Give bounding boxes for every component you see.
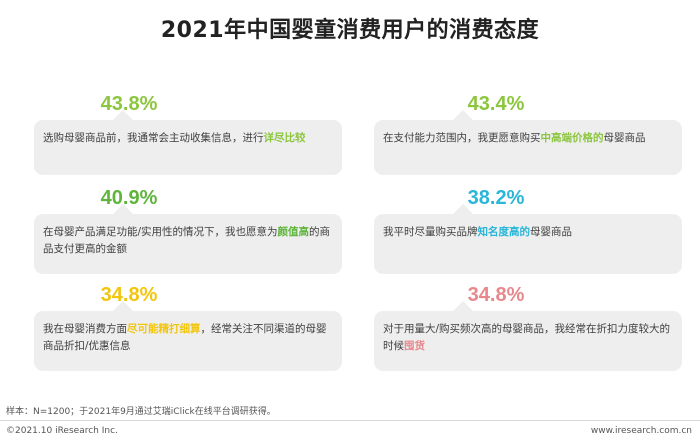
statement-highlight: 中高端价格的	[540, 132, 604, 144]
attitude-card-1: 43.8% 选购母婴商品前，我通常会主动收集信息，进行详尽比较	[34, 93, 342, 175]
statement-highlight: 囤货	[404, 340, 425, 352]
percent-value: 43.8%	[100, 93, 158, 115]
page-title: 2021年中国婴童消费用户的消费态度	[160, 18, 540, 43]
statement-highlight: 详尽比较	[263, 132, 306, 144]
statement-text: 选购母婴商品前，我通常会主动收集信息，进行详尽比较	[43, 130, 334, 147]
percent-value: 43.4%	[467, 93, 525, 115]
website-url: www.iresearch.com.cn	[590, 426, 692, 436]
speech-bubble	[374, 301, 682, 371]
footer-divider	[0, 420, 700, 421]
statement-text-before: 在支付能力范围内，我更愿意购买	[383, 132, 541, 144]
attitude-card-3: 40.9% 在母婴产品满足功能/实用性的情况下，我也愿意为颜值高的商品支付更高的…	[34, 187, 342, 274]
attitude-card-6: 34.8% 对于用量大/购买频次高的母婴商品，我经常在折扣力度较大的时候囤货	[374, 284, 682, 371]
attitude-card-2: 43.4% 在支付能力范围内，我更愿意购买中高端价格的母婴商品	[374, 93, 682, 175]
copyright: ©2021.10 iResearch Inc.	[6, 426, 118, 436]
statement-text: 我平时尽量购买品牌知名度高的母婴商品	[383, 224, 674, 241]
statement-text: 对于用量大/购买频次高的母婴商品，我经常在折扣力度较大的时候囤货	[383, 321, 674, 355]
sample-note: 样本：N=1200；于2021年9月通过艾瑞iClick在线平台调研获得。	[6, 407, 276, 417]
statement-text: 在支付能力范围内，我更愿意购买中高端价格的母婴商品	[383, 130, 674, 147]
statement-highlight: 颜值高	[277, 226, 310, 238]
statement-text-before: 在母婴产品满足功能/实用性的情况下，我也愿意为	[43, 226, 278, 238]
statement-text: 我在母婴消费方面尽可能精打细算，经常关注不同渠道的母婴商品折扣/优惠信息	[43, 321, 334, 355]
statement-text: 在母婴产品满足功能/实用性的情况下，我也愿意为颜值高的商品支付更高的金额	[43, 224, 334, 258]
statement-text-after: 母婴商品	[603, 132, 646, 144]
statement-text-before: 对于用量大/购买频次高的母婴商品，我经常在折扣力度较大的时候	[383, 323, 671, 352]
attitude-card-5: 34.8% 我在母婴消费方面尽可能精打细算，经常关注不同渠道的母婴商品折扣/优惠…	[34, 284, 342, 371]
speech-bubble	[34, 110, 342, 175]
statement-text-after: ，经常关注不同渠道的母婴商品折扣/优惠信息	[43, 323, 327, 352]
attitude-card-4: 38.2% 我平时尽量购买品牌知名度高的母婴商品	[374, 187, 682, 274]
statement-text-before: 我在母婴消费方面	[43, 323, 127, 335]
speech-bubble	[374, 110, 682, 175]
percent-value: 40.9%	[100, 187, 158, 209]
speech-bubble	[374, 204, 682, 274]
statement-text-after: 母婴商品	[530, 226, 572, 238]
percent-value: 38.2%	[467, 187, 525, 209]
statement-highlight: 尽可能精打细算	[127, 323, 201, 335]
statement-highlight: 知名度高的	[477, 226, 531, 238]
speech-bubble	[34, 204, 342, 274]
statement-text-before: 选购母婴商品前，我通常会主动收集信息，进行	[43, 132, 264, 144]
percent-value: 34.8%	[467, 284, 525, 306]
percent-value: 34.8%	[100, 284, 158, 306]
statement-text-after: 的商品支付更高的金额	[43, 226, 331, 255]
speech-bubble	[34, 301, 342, 371]
statement-text-before: 我平时尽量购买品牌	[383, 226, 478, 238]
